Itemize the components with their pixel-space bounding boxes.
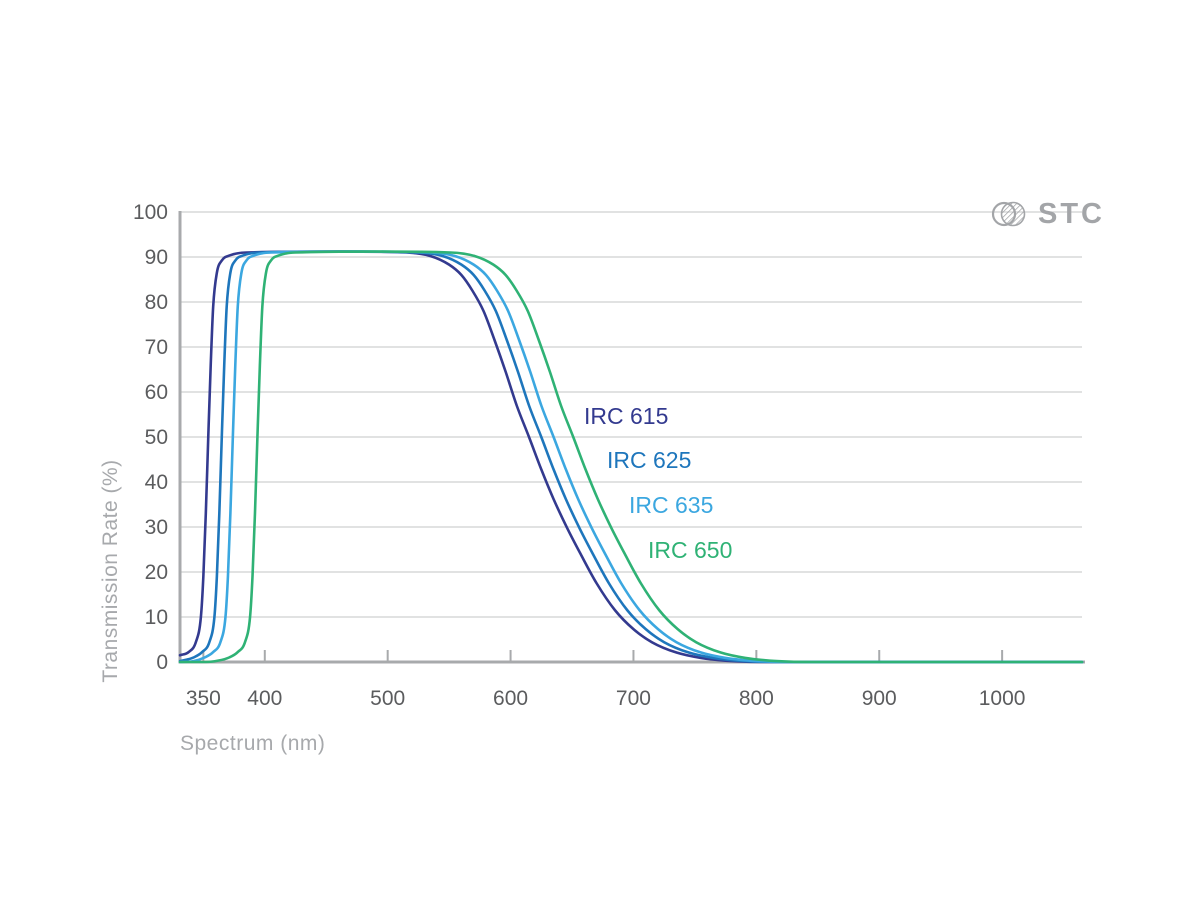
x-tick-label: 1000 [979, 687, 1026, 710]
curve-irc-615 [178, 250, 1084, 664]
x-tick-label: 400 [247, 687, 282, 710]
y-tick-label: 30 [145, 516, 168, 539]
y-tick-label: 70 [145, 336, 168, 359]
y-tick-label: 80 [145, 291, 168, 314]
curve-irc-635 [178, 250, 1084, 664]
y-tick-label: 0 [156, 651, 168, 674]
legend-irc-635: IRC 635 [629, 492, 714, 518]
legend-irc-625: IRC 625 [607, 447, 692, 473]
legend-irc-615: IRC 615 [584, 403, 669, 429]
x-tick-label: 600 [493, 687, 528, 710]
stc-logo: STC [988, 196, 1105, 232]
x-tick-label: 500 [370, 687, 405, 710]
y-tick-label: 10 [145, 606, 168, 629]
y-tick-label: 100 [133, 201, 168, 224]
x-tick-label: 350 [186, 687, 221, 710]
y-axis-title: Transmission Rate (%) [99, 459, 122, 683]
y-tick-label: 50 [145, 426, 168, 449]
stc-logo-text: STC [1038, 198, 1105, 230]
y-tick-label: 20 [145, 561, 168, 584]
curve-irc-650 [178, 250, 1084, 664]
stc-logo-icon [991, 201, 1026, 227]
x-tick-label: 900 [862, 687, 897, 710]
x-tick-label: 700 [616, 687, 651, 710]
y-tick-label: 40 [145, 471, 168, 494]
legend-irc-650: IRC 650 [648, 537, 733, 563]
x-axis-title: Spectrum (nm) [180, 732, 326, 755]
x-tick-label: 800 [739, 687, 774, 710]
curve-irc-625 [178, 250, 1084, 664]
y-tick-label: 60 [145, 381, 168, 404]
y-tick-label: 90 [145, 246, 168, 269]
